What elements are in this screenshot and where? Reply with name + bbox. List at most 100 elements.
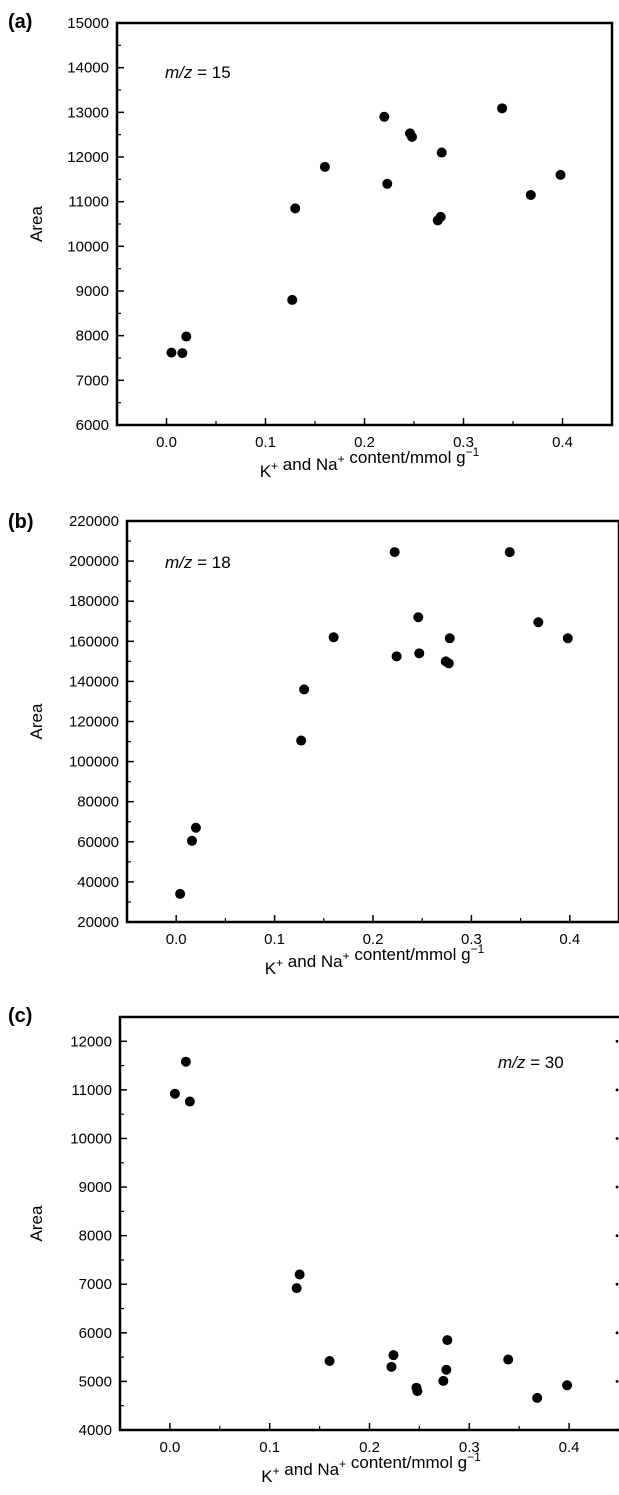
- x-tick-label: 0.1: [255, 434, 276, 451]
- data-point: [169, 1088, 180, 1099]
- x-tick-label: 0.4: [559, 931, 580, 948]
- y-tick-label: 60000: [77, 834, 119, 851]
- y-tick-label: 6000: [76, 417, 109, 434]
- y-tick-label: 11000: [68, 194, 109, 211]
- y-tick-label: 15000: [67, 15, 109, 32]
- data-point: [413, 612, 424, 623]
- right-axis-tick: [615, 1137, 619, 1140]
- right-axis-tick: [615, 1380, 619, 1383]
- y-tick-label: 4000: [79, 1422, 112, 1439]
- data-point: [291, 1283, 302, 1294]
- plot-frame: [125, 519, 619, 924]
- panel-b: 20000 40000 60000 80000 100000 120000 140000 16…: [8, 511, 619, 978]
- y-axis-label: Area: [27, 206, 46, 242]
- data-point: [382, 178, 393, 189]
- y-tick-label: 14000: [67, 60, 109, 77]
- right-axis-tick: [615, 1039, 619, 1043]
- data-point: [175, 888, 186, 899]
- x-tick-label: 0.2: [363, 931, 384, 948]
- y-tick-label: 10000: [70, 1130, 112, 1147]
- data-point: [503, 1354, 514, 1365]
- data-point: [412, 1386, 423, 1397]
- x-tick-label: 0.3: [453, 434, 474, 451]
- right-axis-tick: [615, 1088, 619, 1092]
- y-tick-label: 200000: [69, 553, 119, 570]
- data-point: [324, 1356, 335, 1367]
- plot-frame: [118, 1015, 619, 1432]
- data-point: [296, 735, 307, 746]
- data-point: [444, 633, 455, 644]
- y-tick-label: 13000: [67, 104, 109, 121]
- data-point: [299, 684, 310, 695]
- x-axis-label: K+ and Na+ content/mmol g−1: [265, 942, 485, 978]
- x-tick-label: 0.4: [559, 1439, 580, 1456]
- data-point: [443, 658, 454, 669]
- x-tick-label: 0.4: [552, 434, 573, 451]
- data-point: [435, 211, 446, 222]
- x-tick-label: 0.3: [461, 931, 482, 948]
- data-point: [389, 547, 400, 558]
- x-tick-label: 0.1: [264, 931, 285, 948]
- data-point: [184, 1096, 195, 1107]
- panel-label: (a): [8, 11, 32, 33]
- x-axis-label: K+ and Na+ content/mmol g−1: [260, 445, 480, 481]
- y-tick-label: 5000: [79, 1373, 112, 1390]
- y-tick-label: 7000: [79, 1276, 112, 1293]
- data-point: [177, 348, 188, 359]
- data-point: [166, 347, 177, 358]
- data-point: [442, 1335, 453, 1346]
- y-tick-label: 8000: [76, 328, 109, 345]
- right-axis-tick: [615, 1282, 619, 1286]
- x-tick-label: 0.0: [159, 1439, 180, 1456]
- right-axis-tick: [615, 1185, 619, 1189]
- x-tick-label: 0.3: [459, 1439, 480, 1456]
- data-point: [391, 651, 402, 662]
- data-point: [190, 822, 201, 833]
- data-point: [414, 648, 425, 659]
- x-axis-label: K+ and Na+ content/mmol g−1: [261, 1450, 481, 1486]
- panel-c: 4000 5000 6000 7000 8000 9000 10000 11000 12000 0…: [8, 1005, 619, 1486]
- mz-annotation: m/z = 18: [165, 553, 231, 572]
- panel-label: (b): [8, 511, 34, 533]
- data-point: [388, 1350, 399, 1361]
- y-tick-label: 100000: [69, 754, 119, 771]
- right-axis-tick: [615, 1331, 619, 1335]
- right-axis-tick: [615, 1428, 619, 1432]
- data-point: [186, 835, 197, 846]
- mz-annotation: m/z = 15: [165, 63, 231, 82]
- data-point: [438, 1375, 449, 1386]
- y-tick-label: 40000: [77, 874, 119, 891]
- x-tick-label: 0.2: [359, 1439, 380, 1456]
- data-point: [562, 633, 573, 644]
- y-axis-label: Area: [27, 703, 46, 739]
- data-point: [180, 1056, 191, 1067]
- data-point: [532, 1392, 543, 1403]
- y-tick-label: 140000: [69, 673, 119, 690]
- data-point: [379, 111, 390, 122]
- y-tick-label: 160000: [69, 633, 119, 650]
- y-tick-label: 9000: [79, 1179, 112, 1196]
- data-point: [328, 632, 339, 643]
- y-tick-label: 12000: [67, 149, 109, 166]
- data-point: [294, 1269, 305, 1280]
- x-tick-label: 0.0: [166, 931, 187, 948]
- y-tick-label: 180000: [69, 593, 119, 610]
- data-point: [562, 1380, 573, 1391]
- y-tick-label: 120000: [69, 714, 119, 731]
- x-tick-label: 0.1: [259, 1439, 280, 1456]
- y-tick-label: 8000: [79, 1228, 112, 1245]
- data-point: [181, 331, 192, 342]
- y-tick-label: 9000: [76, 283, 109, 300]
- right-axis-tick: [615, 1234, 619, 1238]
- mz-annotation: m/z = 30: [498, 1053, 564, 1072]
- y-tick-label: 220000: [69, 513, 119, 530]
- y-tick-label: 11000: [71, 1082, 112, 1099]
- y-tick-label: 12000: [70, 1033, 112, 1050]
- data-point: [407, 131, 418, 142]
- y-tick-label: 7000: [76, 372, 109, 389]
- y-tick-label: 6000: [79, 1325, 112, 1342]
- x-tick-label: 0.0: [156, 434, 177, 451]
- plot-frame: [115, 21, 614, 427]
